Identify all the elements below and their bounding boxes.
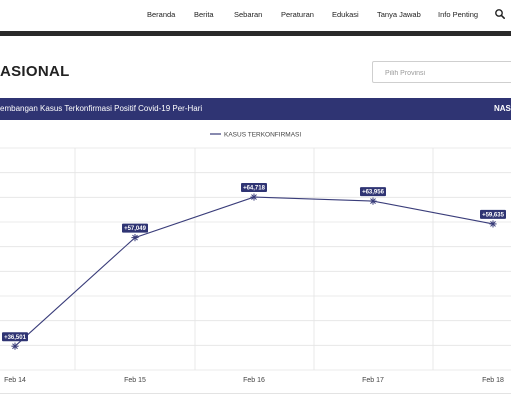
point-marker — [12, 343, 18, 350]
bottom-divider — [0, 393, 511, 394]
chart-header-bar: embangan Kasus Terkonfirmasi Positif Cov… — [0, 98, 511, 120]
point-marker — [370, 198, 376, 204]
chart-grid — [0, 147, 511, 371]
value-label: +63,956 — [362, 190, 385, 196]
province-select[interactable] — [372, 61, 511, 84]
nav-item-info-penting[interactable]: Info Penting — [438, 10, 479, 19]
value-label: +59,635 — [482, 213, 505, 219]
point-marker — [251, 194, 257, 200]
value-label: +64,718 — [243, 186, 266, 192]
value-label-box — [2, 332, 28, 342]
legend-label: KASUS TERKONFIRMASI — [224, 132, 301, 139]
value-label-box — [480, 209, 506, 219]
daily-cases-chart: KASUS TERKONFIRMASI +36,501 +57,049 +64,71… — [0, 132, 511, 384]
value-label: +36,501 — [4, 335, 27, 341]
chart-scope-label: NAS — [494, 104, 511, 113]
value-label-box — [360, 187, 386, 197]
data-point[interactable]: +64,718 — [241, 183, 267, 201]
value-label-box — [241, 183, 267, 193]
data-point[interactable]: +59,635 — [480, 209, 506, 228]
chart-title: embangan Kasus Terkonfirmasi Positif Cov… — [0, 104, 203, 113]
point-marker — [490, 221, 496, 227]
search-icon[interactable] — [494, 8, 506, 20]
series-points-layer: +36,501 +57,049 +64,718 +63,956 +59,635 — [2, 183, 506, 350]
x-axis: Feb 14 Feb 15 Feb 16 Feb 17 Feb 18 — [4, 377, 504, 384]
x-tick-label: Feb 17 — [362, 377, 384, 384]
nav-item-edukasi[interactable]: Edukasi — [332, 10, 359, 19]
value-label-box — [122, 223, 148, 233]
data-point[interactable]: +63,956 — [360, 187, 386, 205]
page-title: ASIONAL — [0, 63, 70, 80]
x-tick-label: Feb 16 — [243, 377, 265, 384]
nav-item-tanya-jawab[interactable]: Tanya Jawab — [377, 10, 421, 19]
data-point[interactable]: +57,049 — [122, 223, 148, 242]
point-marker — [132, 234, 138, 241]
nav-item-peraturan[interactable]: Peraturan — [281, 10, 314, 19]
x-tick-label: Feb 14 — [4, 377, 26, 384]
nav-item-berita[interactable]: Berita — [194, 10, 214, 19]
nav-item-sebaran[interactable]: Sebaran — [234, 10, 263, 19]
x-tick-label: Feb 18 — [482, 377, 504, 384]
x-tick-label: Feb 15 — [124, 377, 146, 384]
top-navigation: Beranda Berita Sebaran Peraturan Edukasi… — [0, 0, 511, 36]
data-point[interactable]: +36,501 — [2, 332, 28, 350]
chart-legend[interactable]: KASUS TERKONFIRMASI — [210, 132, 301, 139]
value-label: +57,049 — [124, 226, 147, 232]
province-input[interactable] — [383, 63, 511, 84]
nav-item-beranda[interactable]: Beranda — [147, 10, 176, 19]
